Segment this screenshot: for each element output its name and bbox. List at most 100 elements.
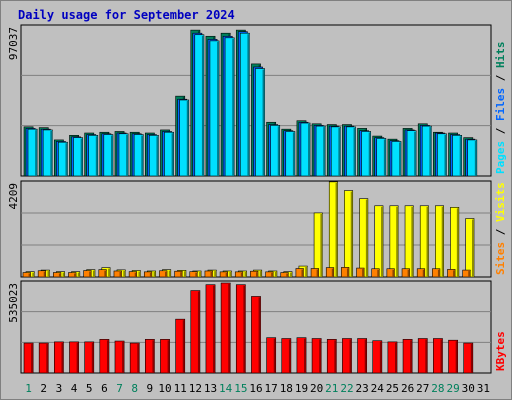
bar-visits-day-13-shade [214, 271, 217, 277]
bar-kbytes-day-5-shade [91, 342, 94, 373]
bar-sites-day-27-shade [422, 269, 425, 277]
x-tick-label-9: 9 [147, 382, 154, 395]
bar-kbytes-day-5 [84, 341, 95, 374]
bar-kbytes-day-25-shade [395, 342, 398, 373]
x-tick-label-26: 26 [401, 382, 414, 395]
bar-pages-day-19-shade [308, 124, 311, 176]
bar-pages-day-16-shade [262, 69, 265, 176]
bar-sites-day-26-shade [407, 269, 410, 277]
bar-kbytes-day-8-shade [137, 344, 140, 373]
bar-visits-day-9-shade [153, 271, 156, 277]
legend-label-kbytes: KBytes [494, 331, 507, 371]
bar-visits-day-7-shade [123, 270, 126, 277]
bar-kbytes-day-11-shade [182, 320, 185, 373]
bar-kbytes-day-13-shade [213, 285, 216, 373]
bar-kbytes-day-10-shade [167, 340, 170, 373]
bar-pages-day-17-shade [277, 126, 280, 176]
bar-sites-day-20-shade [316, 269, 319, 277]
legend-visits-sites: Sites / Visits [494, 182, 507, 275]
bar-sites-day-22-shade [346, 268, 349, 277]
bar-visits-day-18-shade [290, 272, 293, 277]
x-tick-label-19: 19 [295, 382, 308, 395]
bar-kbytes-day-27-shade [425, 339, 428, 373]
bar-sites-day-5-shade [89, 271, 92, 277]
bar-pages-day-4-shade [80, 138, 83, 176]
bar-sites-day-8-shade [134, 272, 137, 277]
bar-pages-day-29-shade [459, 136, 462, 176]
bar-visits-day-4-shade [77, 272, 80, 277]
bar-kbytes-day-12-shade [197, 291, 200, 373]
bar-sites-day-17-shade [271, 272, 274, 277]
x-tick-label-31: 31 [477, 382, 490, 395]
bar-visits-day-23-shade [365, 199, 368, 277]
bar-kbytes-day-23-shade [364, 339, 367, 373]
bar-visits-day-27-shade [426, 206, 429, 277]
bar-kbytes-day-1-shade [31, 344, 34, 373]
bar-pages-day-13-shade [217, 41, 220, 177]
bar-sites-day-1-shade [28, 273, 31, 277]
bar-pages-day-28-shade [444, 134, 447, 176]
ytick-max-visits-sites: 4209 [7, 183, 20, 210]
bar-kbytes-day-21-shade [334, 340, 337, 373]
bar-sites-day-2-shade [43, 271, 46, 277]
bar-kbytes-day-18-shade [288, 339, 291, 373]
x-tick-label-29: 29 [446, 382, 459, 395]
bar-pages-day-6-shade [110, 135, 113, 176]
bar-visits-day-24-shade [381, 206, 384, 277]
bar-sites-day-25-shade [392, 269, 395, 277]
bar-kbytes-day-14-shade [228, 284, 231, 373]
bar-visits-day-22-shade [350, 191, 353, 277]
bar-kbytes-day-2-shade [46, 344, 49, 373]
bar-kbytes-day-29-shade [455, 341, 458, 373]
bar-sites-day-7-shade [119, 271, 122, 277]
bar-sites-day-17 [265, 271, 274, 278]
bar-visits-day-30-shade [472, 219, 475, 277]
bar-pages-day-9-shade [156, 136, 159, 176]
x-tick-label-23: 23 [356, 382, 369, 395]
bar-sites-day-23 [356, 267, 365, 278]
legend-label-files: Files [494, 88, 507, 121]
bar-visits-day-17-shade [274, 271, 277, 277]
x-tick-label-1: 1 [25, 382, 32, 395]
bar-visits-day-5-shade [92, 270, 95, 277]
bar-sites-day-12-shade [195, 272, 198, 277]
x-tick-label-14: 14 [219, 382, 233, 395]
x-tick-label-5: 5 [86, 382, 93, 395]
bar-pages-day-2-shade [50, 130, 53, 176]
bar-sites-day-15-shade [240, 272, 243, 277]
bar-kbytes-day-19-shade [304, 338, 307, 373]
chart-title: Daily usage for September 2024 [18, 8, 235, 22]
bar-kbytes-day-3-shade [61, 342, 64, 373]
bar-visits-day-16-shade [259, 271, 262, 277]
legend-hits-files-pages: Pages / Files / Hits [494, 42, 507, 175]
bar-pages-day-1-shade [35, 130, 38, 176]
bar-sites-day-4-shade [74, 273, 77, 277]
x-tick-label-16: 16 [249, 382, 262, 395]
bar-visits-day-8-shade [138, 271, 141, 277]
bar-visits-day-11-shade [183, 271, 186, 277]
legend-label-sites: Sites [494, 242, 507, 275]
bar-sites-day-3-shade [58, 273, 61, 277]
bar-visits-day-10-shade [168, 270, 171, 277]
bar-sites-day-18 [280, 272, 289, 278]
x-tick-label-20: 20 [310, 382, 323, 395]
bar-pages-day-25-shade [399, 142, 402, 176]
bar-pages-day-27-shade [429, 127, 432, 176]
bar-pages-day-26-shade [414, 131, 417, 176]
bar-sites-day-25 [386, 268, 395, 278]
bar-visits-day-12-shade [199, 271, 202, 277]
x-tick-label-18: 18 [280, 382, 293, 395]
legend-kbytes: KBytes [494, 331, 507, 371]
x-tick-label-3: 3 [56, 382, 63, 395]
bar-sites-day-24 [371, 268, 380, 278]
legend-separator: / [494, 222, 507, 242]
bar-kbytes-day-30-shade [470, 344, 473, 373]
bar-kbytes-day-9-shade [152, 340, 155, 373]
legend-label-hits: Hits [494, 42, 507, 69]
bar-sites-day-29-shade [453, 270, 456, 277]
bar-visits-day-3-shade [62, 272, 65, 277]
x-tick-label-11: 11 [174, 382, 187, 395]
bar-sites-day-10-shade [165, 271, 168, 277]
ytick-max-kbytes: 535023 [7, 283, 20, 323]
bar-kbytes-day-6-shade [106, 340, 109, 373]
